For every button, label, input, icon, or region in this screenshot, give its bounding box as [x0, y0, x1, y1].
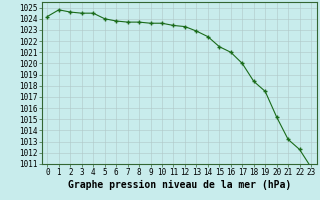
X-axis label: Graphe pression niveau de la mer (hPa): Graphe pression niveau de la mer (hPa)	[68, 180, 291, 190]
